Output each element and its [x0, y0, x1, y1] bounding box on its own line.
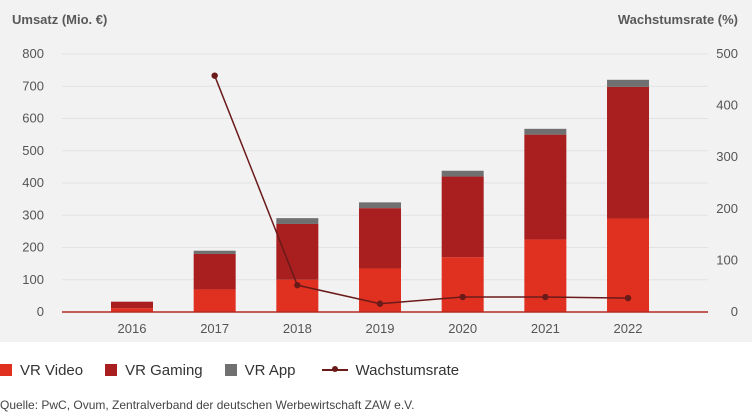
bar-vr-app: [441, 170, 484, 177]
growth-rate-point: [542, 293, 549, 301]
bar-vr-gaming: [359, 208, 402, 269]
legend-swatch-vr-app: [224, 364, 237, 376]
x-tick-label: 2021: [531, 321, 560, 336]
legend-label-vr-app: VR App: [244, 361, 296, 379]
y-right-tick-label: 200: [716, 201, 738, 216]
y-left-tick-label: 600: [22, 111, 44, 126]
legend-label-vr-gaming: VR Gaming: [125, 361, 203, 379]
bar-vr-gaming: [607, 86, 650, 219]
bar-vr-app: [359, 202, 402, 209]
y-axis-left-title: Umsatz (Mio. €): [12, 12, 108, 27]
x-tick-label: 2016: [118, 321, 147, 336]
bar-vr-app: [607, 79, 650, 87]
legend: VR Video VR Gaming VR App Wachstumsrate: [0, 358, 752, 382]
legend-item-vr-video: VR Video: [0, 362, 83, 379]
source-note: Quelle: PwC, Ovum, Zentralverband der de…: [0, 398, 415, 412]
y-left-tick-label: 100: [22, 272, 44, 287]
growth-rate-point: [211, 72, 218, 79]
bar-vr-gaming: [111, 301, 153, 309]
y-left-tick-label: 300: [22, 207, 44, 222]
y-axis-right-title: Wachstumsrate (%): [617, 12, 738, 27]
bar-vr-app: [276, 218, 319, 224]
growth-rate-point: [459, 293, 466, 301]
growth-rate-line: [213, 75, 629, 305]
x-tick-label: 2020: [448, 321, 477, 336]
y-right-tick-label: 0: [731, 304, 738, 319]
y-left-tick-label: 400: [22, 175, 44, 190]
x-tick-label: 2017: [200, 321, 229, 336]
y-left-tick-label: 500: [22, 143, 44, 158]
growth-rate-point: [294, 281, 301, 289]
y-left-tick-label: 0: [37, 304, 44, 319]
bar-vr-app: [524, 128, 567, 135]
legend-item-wachstumsrate: Wachstumsrate: [318, 361, 460, 379]
legend-swatch-vr-gaming: [105, 364, 118, 376]
y-left-tick-label: 800: [22, 46, 44, 61]
x-tick-label: 2022: [614, 321, 643, 336]
legend-label-wachstumsrate: Wachstumsrate: [355, 361, 460, 379]
y-left-tick-label: 700: [22, 78, 44, 93]
x-tick-label: 2018: [283, 321, 312, 336]
y-right-tick-label: 300: [716, 149, 738, 164]
bar-vr-gaming: [524, 134, 567, 240]
bar-vr-video: [111, 308, 153, 312]
legend-swatch-vr-video: [0, 364, 12, 376]
bar-vr-gaming: [441, 176, 484, 258]
growth-rate-point: [624, 294, 632, 302]
bar-vr-video: [524, 239, 567, 312]
y-right-tick-label: 500: [716, 46, 738, 61]
legend-item-vr-gaming: VR Gaming: [105, 362, 203, 379]
x-tick-label: 2019: [366, 321, 395, 336]
growth-rate-point: [376, 300, 384, 307]
bar-vr-app: [193, 250, 236, 254]
legend-label-vr-video: VR Video: [20, 361, 84, 379]
y-right-tick-label: 400: [716, 98, 738, 113]
y-right-tick-label: 100: [716, 252, 738, 267]
bar-vr-video: [441, 257, 484, 312]
chart-plot: 0 100 200 300 400 500 600 700 800 0 100 200 300 400 50…: [22, 46, 738, 336]
legend-item-vr-app: VR App: [224, 361, 296, 379]
bar-vr-gaming: [193, 253, 236, 290]
bar-vr-gaming: [276, 223, 319, 280]
bar-vr-video: [193, 289, 236, 312]
legend-line-marker-icon: [321, 364, 348, 376]
y-left-tick-label: 200: [22, 240, 44, 255]
